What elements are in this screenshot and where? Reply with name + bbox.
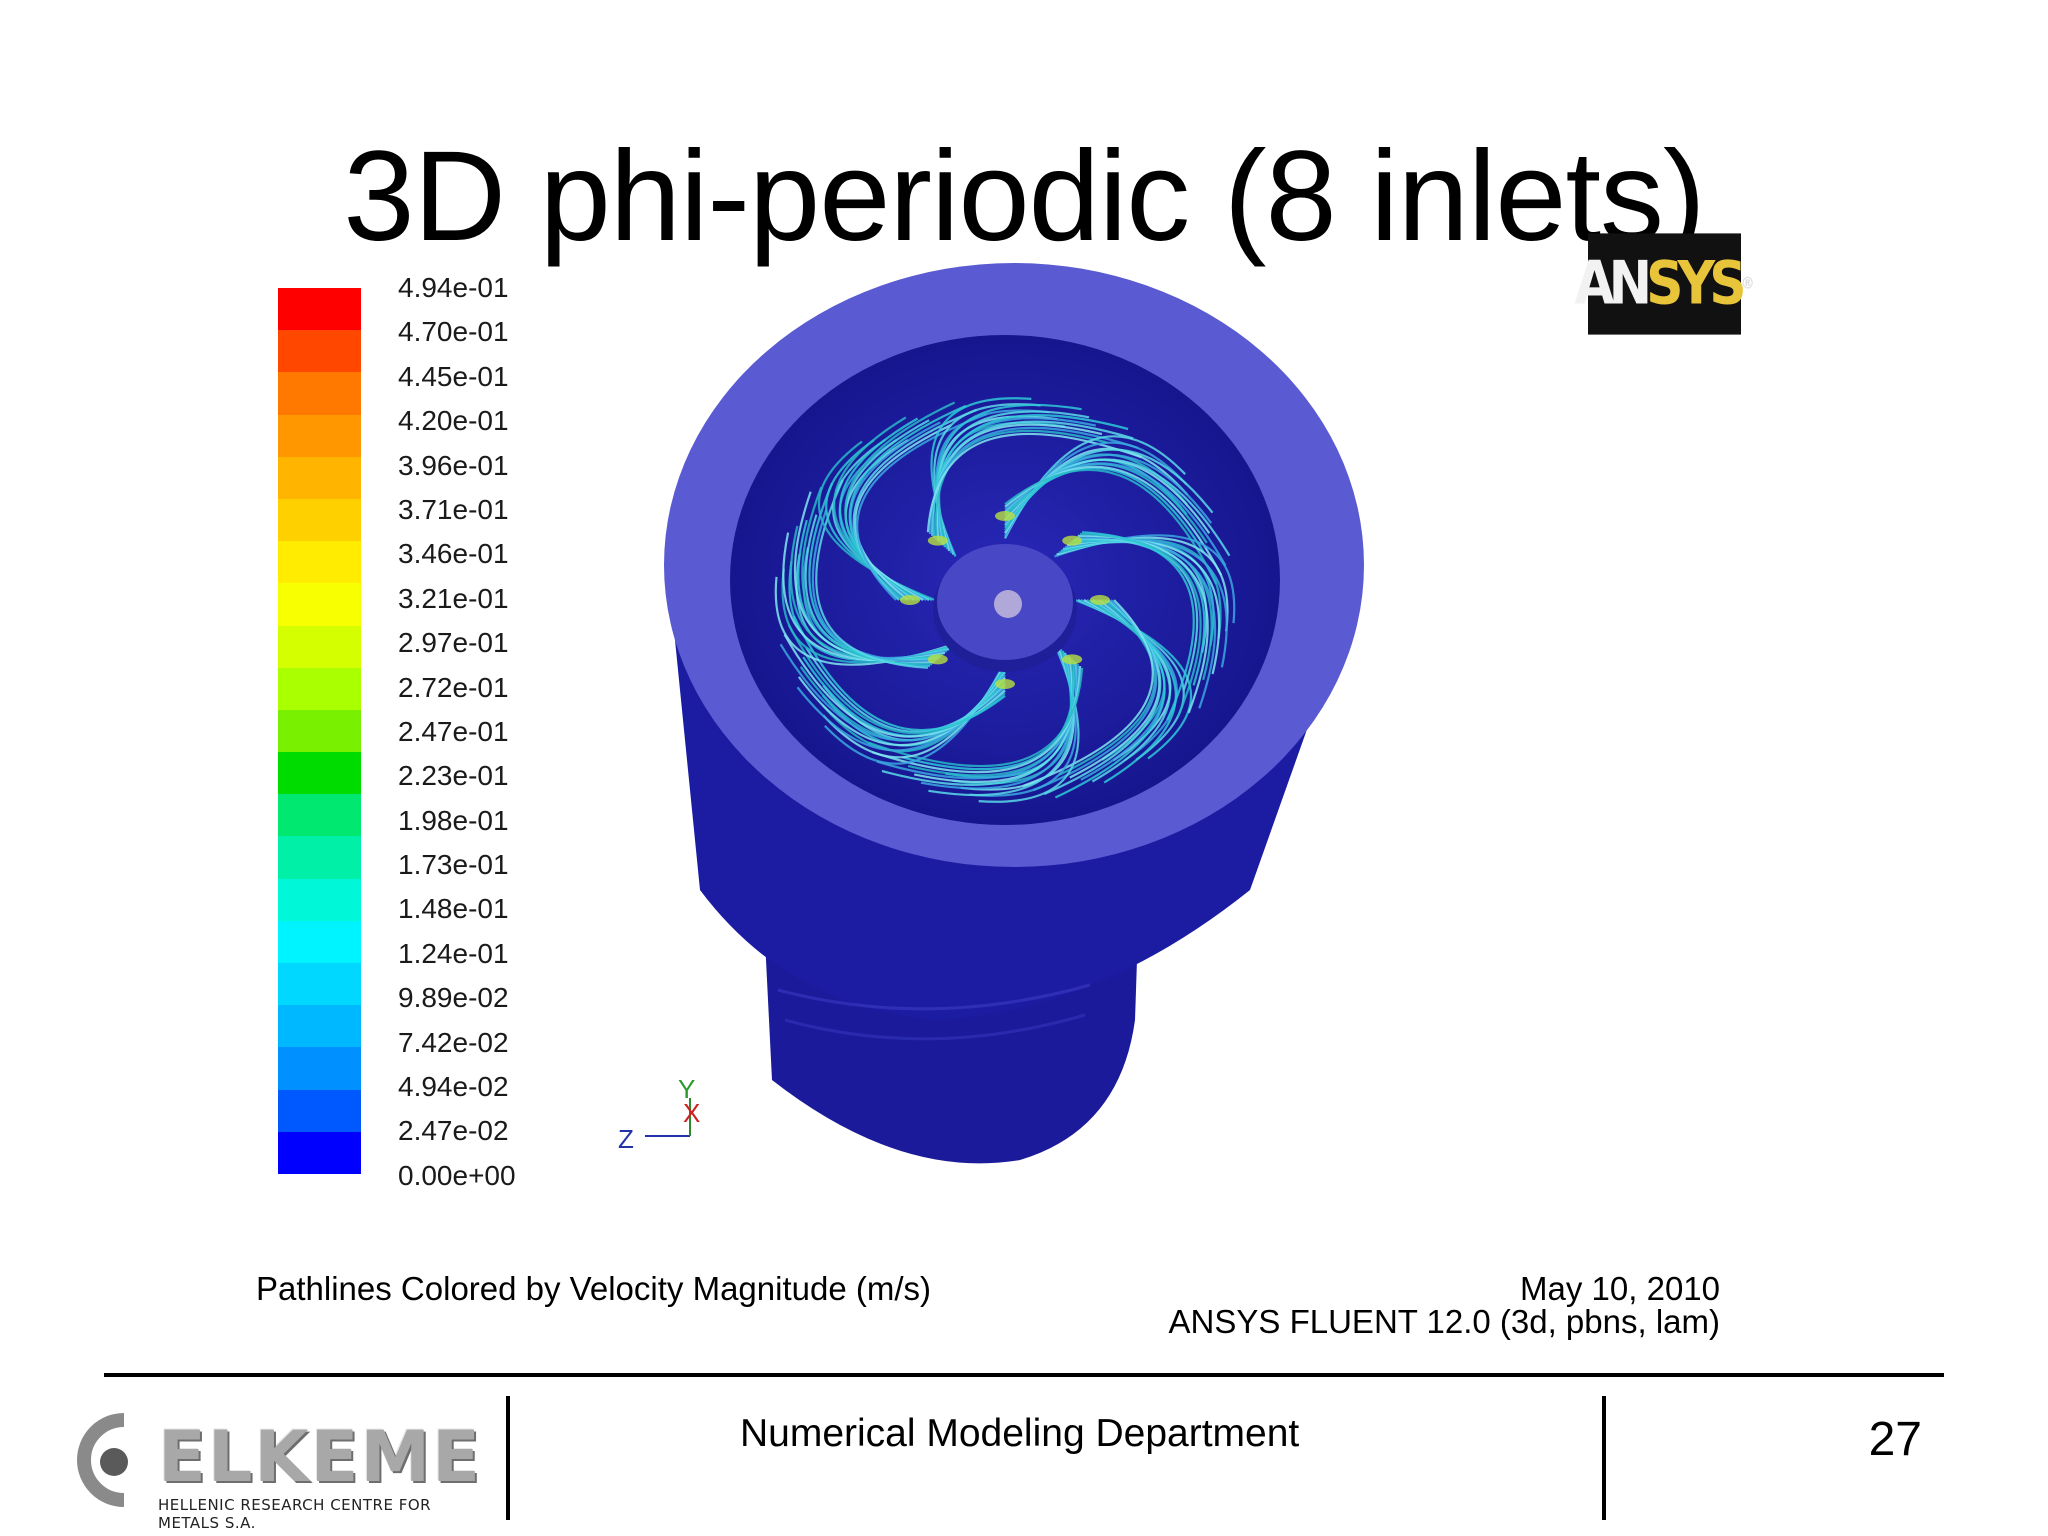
colorbar-label: 2.23e-01 (398, 760, 509, 792)
colorbar-label: 4.94e-02 (398, 1071, 509, 1103)
center-hub (933, 544, 1077, 672)
pathline (1022, 599, 1154, 787)
pathline (1004, 468, 1218, 585)
axis-x-label: X (683, 1098, 700, 1128)
colorbar-label: 2.47e-02 (398, 1115, 509, 1147)
pathline (1004, 467, 1205, 553)
colorbar-swatch (278, 498, 361, 542)
colorbar-swatch (278, 1047, 361, 1090)
slide-title: 3D phi-periodic (8 inlets) (343, 125, 1705, 268)
inlet-jet (1062, 535, 1083, 546)
axis-y-label: Y (678, 1074, 695, 1104)
colorbar-swatch (278, 1089, 361, 1132)
elkeme-logo: ELKEME HELLENIC RESEARCH CENTRE FOR META… (74, 1408, 494, 1532)
page-number: 27 (1868, 1413, 1922, 1466)
figure-software-version: ANSYS FLUENT 12.0 (3d, pbns, lam) (1168, 1303, 1720, 1340)
department-name: Numerical Modeling Department (740, 1412, 1300, 1455)
footer-divider-right (1602, 1396, 1606, 1520)
colorbar-swatch (278, 667, 361, 710)
inlet-jet (1062, 654, 1083, 665)
inlet-jet (927, 654, 948, 665)
axis-z-label: Z (618, 1124, 634, 1154)
colorbar-swatch (278, 836, 361, 879)
colorbar-swatch (278, 752, 361, 795)
colorbar-swatch (278, 330, 361, 373)
pathline (815, 479, 928, 669)
pathlines (774, 397, 1236, 803)
colorbar-label: 9.89e-02 (398, 982, 509, 1014)
pathline (902, 660, 1076, 771)
colorbar-label: 1.48e-01 (398, 893, 509, 925)
colorbar-swatch (278, 794, 361, 837)
colorbar-label: 3.96e-01 (398, 449, 509, 481)
pathline (868, 667, 1084, 768)
colorbar-label: 4.45e-01 (398, 360, 509, 392)
inlet-jet (995, 511, 1015, 521)
colorbar-labels: 4.94e-01 4.70e-01 4.45e-01 4.20e-01 3.96e-01… (398, 266, 548, 1198)
cfd-pathline-visualization: Y X Z (618, 263, 1364, 1164)
colorbar-swatch (278, 709, 361, 753)
elkeme-subtitle: HELLENIC RESEARCH CENTRE FOR METALS S.A. (158, 1496, 432, 1532)
pathline (1058, 599, 1156, 776)
colorbar-label: 1.73e-01 (398, 849, 509, 881)
figure-date: May 10, 2010 (1520, 1270, 1720, 1307)
pathline (926, 432, 1142, 533)
colorbar-label: 0.00e+00 (398, 1159, 516, 1191)
colorbar-swatch (278, 414, 361, 457)
pathline (1073, 537, 1199, 691)
colorbar-swatch (278, 963, 361, 1006)
colorbar-label: 1.24e-01 (398, 937, 509, 969)
colorbar-swatch (278, 1131, 361, 1174)
pathline (1082, 531, 1195, 721)
pathline (805, 647, 1006, 733)
pathline (856, 413, 988, 601)
figure-caption: Pathlines Colored by Velocity Magnitude … (256, 1270, 931, 1307)
colorbar-label: 2.97e-01 (398, 627, 509, 659)
colorbar-label: 3.46e-01 (398, 538, 509, 570)
colorbar-swatch (278, 372, 361, 415)
colorbar-swatch (278, 583, 361, 626)
inlet-jet (900, 595, 920, 605)
colorbar-label: 1.98e-01 (398, 804, 509, 836)
axis-triad: Y X Z (618, 1074, 700, 1154)
colorbar-swatch (278, 1005, 361, 1048)
colorbar-swatch (278, 878, 361, 921)
elkeme-wordmark: ELKEME (158, 1416, 482, 1498)
inlet-jet (927, 535, 948, 546)
colorbar-swatch (278, 920, 361, 963)
colorbar-label: 3.71e-01 (398, 493, 509, 525)
colorbar-label: 4.70e-01 (398, 316, 509, 348)
pathline (854, 424, 952, 601)
colorbar-label: 3.21e-01 (398, 582, 509, 614)
colorbar-swatch (278, 456, 361, 499)
colorbar-label: 4.20e-01 (398, 405, 509, 437)
pathline (792, 615, 1006, 732)
footer-divider-left (506, 1396, 510, 1520)
colorbar-swatch (278, 625, 361, 668)
inlet-jet (1090, 595, 1110, 605)
ansys-logo: AN SYS ® (1574, 233, 1755, 335)
pathline (811, 509, 937, 663)
colorbar (278, 288, 361, 1174)
footer-divider-line (104, 1373, 1944, 1377)
colorbar-swatch (278, 288, 361, 331)
inlet-jet (995, 679, 1015, 689)
colorbar-label: 7.42e-02 (398, 1026, 509, 1058)
colorbar-label: 2.47e-01 (398, 715, 509, 747)
colorbar-label: 2.72e-01 (398, 671, 509, 703)
elkeme-emblem-icon (77, 1413, 128, 1507)
colorbar-label: 4.94e-01 (398, 272, 509, 303)
pathline (934, 429, 1108, 540)
colorbar-swatch (278, 541, 361, 584)
